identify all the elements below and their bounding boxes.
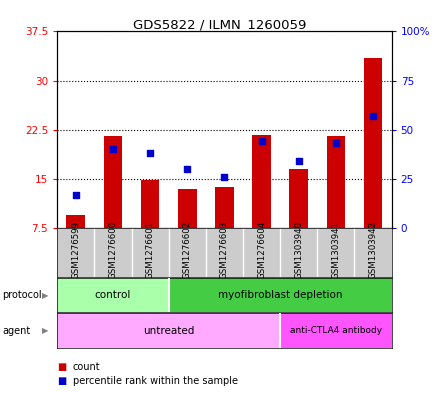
Bar [178,189,197,228]
Point [332,140,339,147]
Bar [215,187,234,228]
Bar [252,135,271,228]
Point [72,191,79,198]
Bar [57,278,169,312]
Point [295,158,302,164]
Text: control: control [95,290,131,300]
Point [221,174,228,180]
Text: ▶: ▶ [42,291,49,299]
Bar [326,136,345,228]
Text: ▶: ▶ [42,326,49,335]
Text: GSM1276602: GSM1276602 [183,221,192,279]
Bar [141,180,159,228]
Point [370,113,377,119]
Text: count: count [73,362,100,373]
Text: untreated: untreated [143,325,194,336]
Text: GSM1276604: GSM1276604 [257,221,266,279]
Text: GSM1303942: GSM1303942 [369,221,378,279]
Text: myofibroblast depletion: myofibroblast depletion [218,290,342,300]
Text: GSM1276603: GSM1276603 [220,221,229,279]
Point [110,146,117,152]
Bar [364,58,382,228]
Text: anti-CTLA4 antibody: anti-CTLA4 antibody [290,326,382,335]
Text: GSM1276599: GSM1276599 [71,221,80,279]
Text: agent: agent [2,325,30,336]
Bar [57,313,299,348]
Text: ■: ■ [57,362,66,373]
Point [147,150,154,156]
Text: GSM1303941: GSM1303941 [331,221,341,279]
Point [258,138,265,145]
Bar [280,313,392,348]
Text: protocol: protocol [2,290,42,300]
Bar [104,136,122,228]
Text: ■: ■ [57,376,66,386]
Text: percentile rank within the sample: percentile rank within the sample [73,376,238,386]
Point [184,166,191,172]
Text: GSM1303940: GSM1303940 [294,221,303,279]
Text: GDS5822 / ILMN_1260059: GDS5822 / ILMN_1260059 [133,18,307,31]
Bar [169,278,392,312]
Bar [66,215,85,228]
Text: GSM1276601: GSM1276601 [146,221,154,279]
Text: GSM1276600: GSM1276600 [108,221,117,279]
Bar [290,169,308,228]
